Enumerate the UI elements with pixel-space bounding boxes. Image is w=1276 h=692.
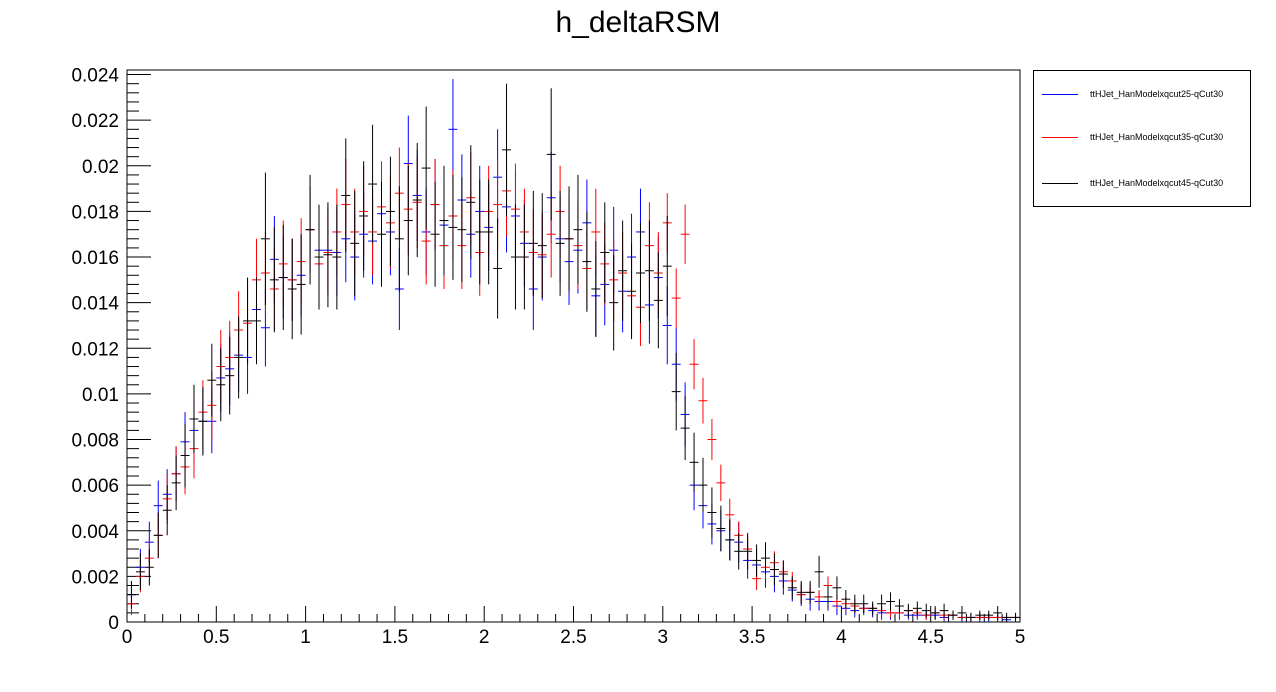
x-tick-label: 2	[479, 627, 490, 648]
x-tick-label: 4	[836, 627, 847, 648]
x-tick-label: 2.5	[560, 627, 586, 648]
legend-entry-xqcut25: ttHJet_HanModelxqcut25-qCut30	[1042, 87, 1248, 101]
x-tick-label: 4.5	[917, 627, 943, 648]
legend: ttHJet_HanModelxqcut25-qCut30 ttHJet_Han…	[1033, 70, 1251, 207]
plot-frame	[126, 69, 1021, 623]
legend-entry-xqcut35: ttHJet_HanModelxqcut35-qCut30	[1042, 130, 1248, 144]
y-tick-label: 0.024	[71, 66, 119, 87]
x-tick-label: 1	[300, 627, 311, 648]
legend-swatch-red	[1042, 136, 1078, 138]
chart-title: h_deltaRSM	[555, 6, 721, 39]
x-tick-label: 3.5	[739, 627, 765, 648]
y-tick-label: 0.006	[71, 476, 119, 497]
x-tick-label: 1.5	[382, 627, 408, 648]
x-tick-label: 3	[658, 627, 669, 648]
legend-label: ttHJet_HanModelxqcut45-qCut30	[1090, 178, 1224, 188]
y-tick-label: 0.018	[71, 202, 119, 223]
x-tick-label: 0	[122, 627, 133, 648]
x-tick-label: 5	[1015, 627, 1026, 648]
y-tick-label: 0.01	[82, 385, 119, 406]
y-tick-label: 0	[108, 613, 119, 634]
y-tick-label: 0.022	[71, 111, 119, 132]
y-tick-label: 0.004	[71, 522, 119, 543]
legend-swatch-blue	[1042, 93, 1078, 95]
legend-label: ttHJet_HanModelxqcut25-qCut30	[1090, 89, 1224, 99]
y-tick-label: 0.02	[82, 157, 119, 178]
y-tick-label: 0.008	[71, 431, 119, 452]
y-tick-label: 0.014	[71, 294, 119, 315]
y-tick-label: 0.002	[71, 567, 119, 588]
legend-entry-xqcut45: ttHJet_HanModelxqcut45-qCut30	[1042, 176, 1248, 190]
legend-label: ttHJet_HanModelxqcut35-qCut30	[1090, 132, 1224, 142]
legend-swatch-black	[1042, 182, 1078, 184]
y-tick-label: 0.016	[71, 248, 119, 269]
x-tick-label: 0.5	[203, 627, 229, 648]
y-tick-label: 0.012	[71, 339, 119, 360]
